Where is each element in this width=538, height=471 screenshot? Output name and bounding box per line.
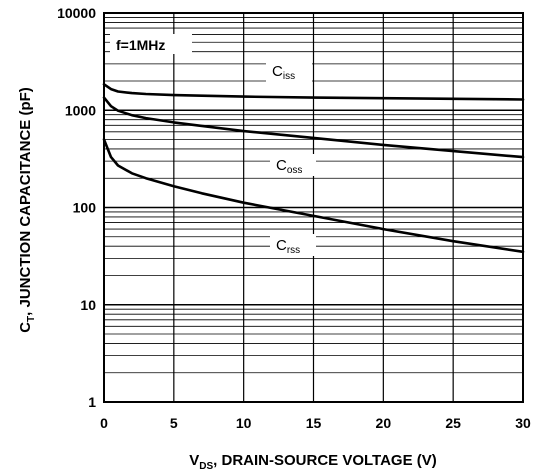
x-tick-label: 30	[515, 415, 531, 431]
series-line-oss	[102, 96, 525, 159]
x-tick-label: 10	[236, 415, 252, 431]
series-label-rss: Crss	[270, 234, 316, 256]
series-label-text: Ciss	[272, 63, 295, 82]
y-tick-label: 10000	[57, 5, 96, 21]
y-tick-label: 1000	[65, 102, 96, 118]
y-axis-title-main: C	[17, 322, 34, 333]
y-tick-label: 100	[73, 200, 97, 216]
series-label-sub: rss	[287, 245, 300, 256]
series-label-main: C	[276, 157, 287, 174]
x-tick-label: 15	[306, 415, 322, 431]
y-tick-label: 10	[80, 297, 96, 313]
frequency-annotation: f=1MHz	[110, 34, 192, 54]
series-label-bg	[266, 60, 312, 82]
series-label-oss: Coss	[270, 154, 316, 176]
y-axis-title-sub: T	[26, 316, 37, 322]
x-tick-label: 20	[376, 415, 392, 431]
x-tick-label: 5	[170, 415, 178, 431]
plot-frame	[103, 12, 524, 403]
tick-labels: 0 5 10 15 20 25 30 1 10 100 1000 10000	[57, 5, 531, 431]
svg-text:VDS, DRAIN-SOURCE VOLTAGE (V): VDS, DRAIN-SOURCE VOLTAGE (V)	[189, 452, 437, 471]
x-axis-title-sub: DS	[199, 461, 213, 471]
series-line-rss	[102, 138, 525, 254]
x-tick-label: 25	[445, 415, 461, 431]
series-label-main: C	[276, 237, 287, 254]
series-label-text: Crss	[276, 237, 300, 256]
x-axis-title: VDS, DRAIN-SOURCE VOLTAGE (V)	[189, 452, 437, 471]
frequency-label: f=1MHz	[116, 37, 165, 53]
series-label-sub: oss	[287, 165, 303, 176]
x-axis-title-main: V	[189, 452, 199, 469]
series-label-bg	[270, 234, 316, 256]
y-tick-label: 1	[88, 394, 96, 410]
y-axis-title-rest: , JUNCTION CAPACITANCE (pF)	[17, 87, 34, 316]
series-label-bg	[270, 154, 316, 176]
grid-lines	[104, 13, 523, 402]
series-group	[102, 83, 525, 254]
x-tick-label: 0	[100, 415, 108, 431]
series-label-main: C	[272, 63, 283, 80]
y-axis-title: CT, JUNCTION CAPACITANCE (pF)	[17, 87, 37, 333]
series-line-iss	[102, 83, 525, 101]
series-label-iss: Ciss	[266, 60, 312, 82]
x-axis-title-rest: , DRAIN-SOURCE VOLTAGE (V)	[213, 452, 437, 469]
series-label-sub: iss	[283, 71, 295, 82]
series-label-text: Coss	[276, 157, 302, 176]
svg-text:CT, JUNCTION CAPACITANCE (pF): CT, JUNCTION CAPACITANCE (pF)	[17, 87, 37, 333]
